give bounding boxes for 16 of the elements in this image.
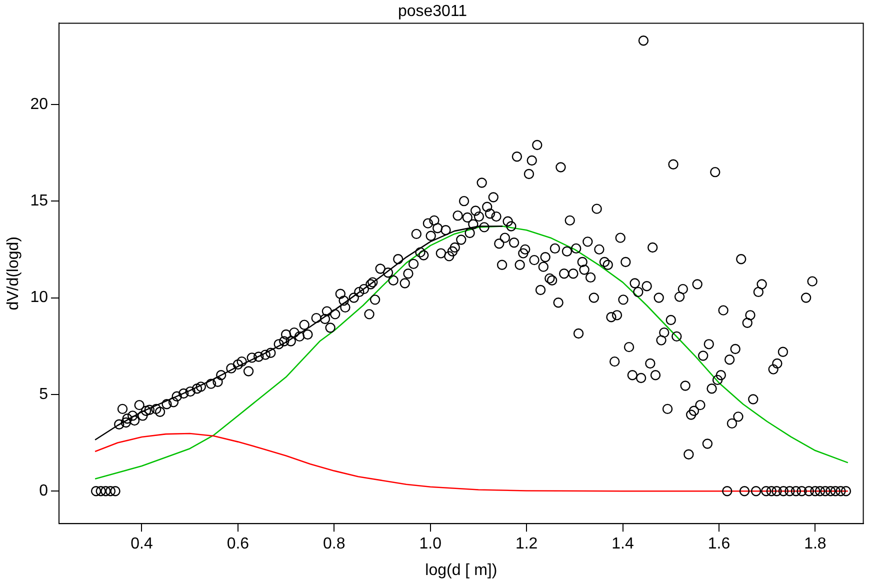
x-tick-label: 0.8 (323, 536, 346, 553)
y-tick-label: 15 (30, 192, 48, 210)
y-tick-label: 20 (30, 96, 48, 113)
x-tick-label: 0.4 (130, 536, 153, 553)
y-axis-title: dV/d(logd) (5, 236, 22, 310)
y-tick-label: 10 (30, 289, 48, 306)
x-tick-label: 1.4 (612, 536, 634, 553)
x-axis-title: log(d [ m]) (425, 562, 498, 579)
x-tick-label: 0.6 (226, 536, 250, 553)
y-tick-label: 5 (39, 386, 48, 403)
chart-title: pose3011 (398, 3, 468, 20)
x-tick-label: 1.2 (515, 536, 538, 553)
x-tick-label: 1.6 (708, 536, 730, 553)
y-tick-label: 0 (39, 482, 48, 500)
x-tick-label: 1.8 (804, 536, 826, 553)
x-tick-label: 1.0 (419, 536, 442, 553)
